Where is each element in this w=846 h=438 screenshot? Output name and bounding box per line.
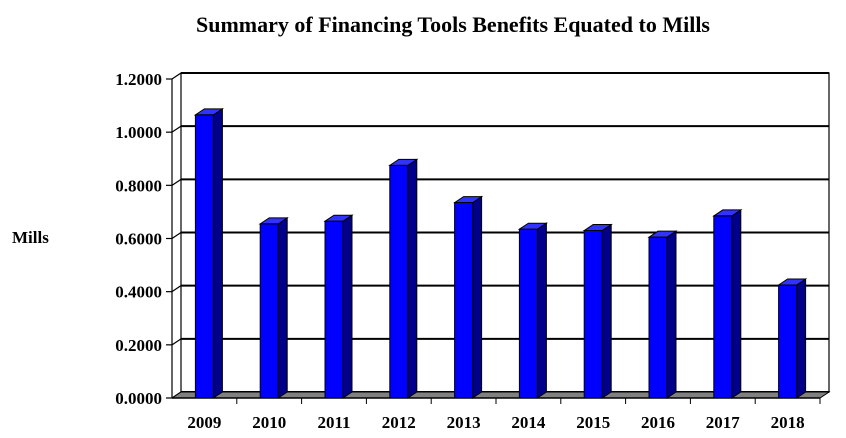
bar-front	[648, 236, 668, 399]
x-tick-label: 2014	[511, 413, 546, 432]
bar	[323, 214, 354, 399]
bar-side	[342, 214, 353, 399]
bar-side	[601, 223, 612, 399]
bar	[517, 222, 549, 399]
gridline-side	[171, 338, 182, 346]
bar	[647, 230, 678, 399]
y-axis-label: Mills	[12, 228, 49, 247]
chart-title: Summary of Financing Tools Benefits Equa…	[195, 12, 710, 37]
bar-front	[194, 114, 214, 399]
gridline-side	[171, 125, 182, 133]
bar	[258, 216, 289, 399]
y-tick-label: 1.0000	[115, 123, 162, 142]
gridline-side	[171, 232, 182, 239]
y-tick-labels: 0.0000 0.2000 0.4000 0.6000 0.8000 1.0000 1.20…	[115, 70, 162, 408]
y-tick-label: 0.8000	[115, 176, 162, 195]
x-tick-label: 2016	[641, 413, 675, 432]
x-tick-label: 2017	[706, 413, 741, 432]
x-tick-labels: 2009 2010 2011 2012 2013 2014 2015 2016 2017 2018	[187, 398, 821, 432]
x-tick-label: 2015	[576, 413, 610, 432]
bar-front	[713, 215, 733, 399]
x-tick-label: 2010	[252, 413, 286, 432]
bar-side	[472, 195, 483, 399]
bar-front	[259, 223, 279, 399]
y-tick-label: 0.0000	[115, 389, 162, 408]
x-tick-label: 2011	[317, 413, 350, 432]
gridline-side	[171, 178, 182, 186]
bar-front	[518, 228, 538, 399]
bar	[388, 158, 419, 399]
bar	[776, 278, 808, 399]
bar-front	[583, 230, 603, 399]
bar-front	[324, 220, 344, 399]
bar-side	[666, 230, 677, 399]
bar-side	[536, 222, 547, 399]
bar-side	[277, 216, 288, 399]
bar	[193, 107, 225, 399]
y-tick-label: 0.2000	[115, 336, 162, 355]
bar-front	[389, 164, 409, 399]
x-tick-label: 2018	[771, 413, 805, 432]
bar-side	[212, 107, 223, 399]
bar	[582, 223, 613, 399]
bar-side	[796, 278, 807, 399]
y-tick-label: 1.2000	[115, 70, 162, 89]
bar-side	[731, 208, 742, 399]
bars	[193, 107, 808, 399]
bar	[452, 195, 484, 399]
bar-front	[778, 284, 798, 399]
x-tick-label: 2013	[447, 413, 481, 432]
bar-front	[454, 202, 474, 399]
x-tick-label: 2009	[187, 413, 221, 432]
gridline-side	[171, 72, 182, 80]
y-tick-label: 0.4000	[115, 283, 162, 302]
y-tick-label: 0.6000	[115, 230, 162, 249]
bar	[712, 208, 743, 399]
x-tick-label: 2012	[382, 413, 416, 432]
bar-side	[407, 158, 418, 399]
gridline-side	[171, 285, 182, 293]
